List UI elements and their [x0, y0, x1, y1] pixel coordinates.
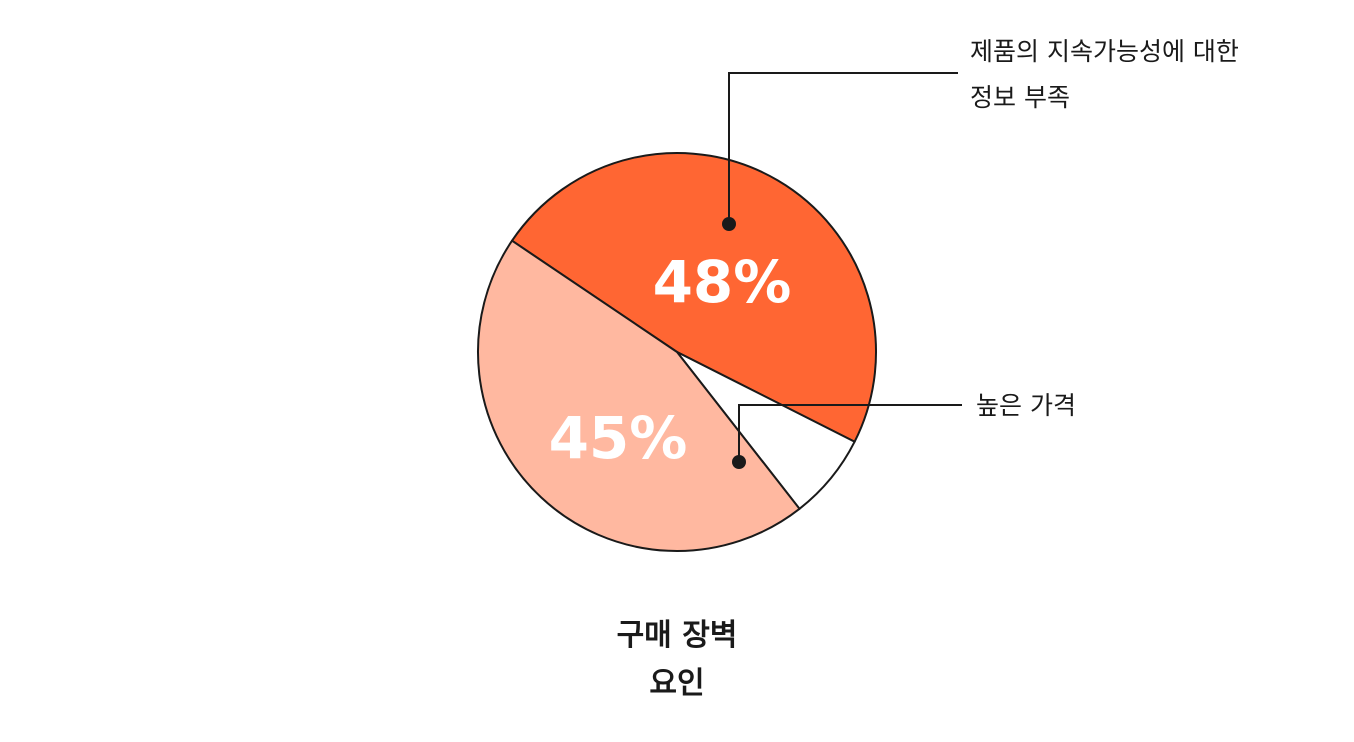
pie-slice-1 [511, 152, 877, 443]
callout-label-1-line-1: 제품의 지속가능성에 대한 [970, 37, 1239, 66]
callout-line-2 [738, 404, 962, 462]
callout-label-1-line-2: 정보 부족 [970, 83, 1070, 112]
callout-dot-2 [732, 455, 746, 469]
callout-line-1 [728, 72, 958, 224]
pie-slice-3 [477, 239, 801, 552]
callout-dot-1 [722, 217, 736, 231]
chart-title-line-1: 구매 장벽 [616, 618, 738, 653]
slice-3-value-label: 45% [549, 404, 688, 472]
slice-1-value-label: 48% [653, 248, 792, 316]
callout-label-2-line-1: 높은 가격 [976, 391, 1076, 420]
chart-title-line-2: 요인 [649, 666, 705, 701]
chart-title: 구매 장벽 요인 [527, 612, 827, 708]
